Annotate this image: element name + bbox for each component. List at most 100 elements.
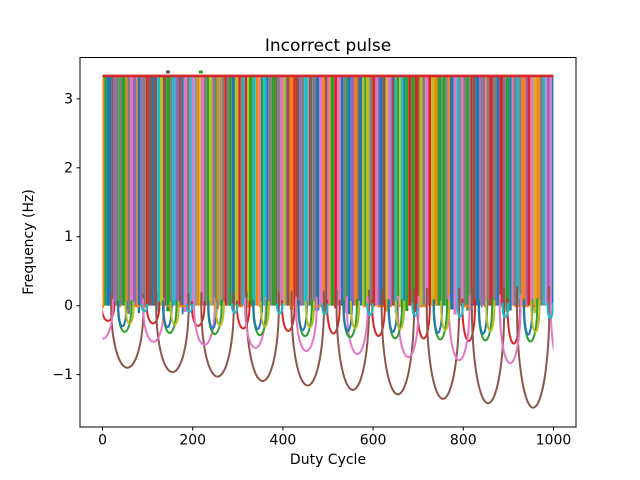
x-tick-label: 600 [360,433,387,449]
pulse-stripe [119,75,122,306]
dip-curve-olive [350,300,361,330]
axes-decorations: 0 200 400 600 800 1000 −1 0 1 2 3 [52,91,571,448]
dip-curve-olive [440,300,451,332]
pulse-stripe [189,75,192,306]
pulse-stripe [482,75,486,306]
pulse-stripe [396,75,400,306]
dip-curve-cyan [140,303,149,313]
pulse-stripe [145,75,148,309]
pulse-stripe [240,75,243,306]
pulse-stripe [118,75,120,306]
pulse-stripe [215,75,217,306]
pulse-stripe [364,75,367,306]
pulse-stripe [358,75,363,306]
pulse-stripe [492,75,497,306]
dip-curve-pink [498,294,522,365]
pulse-stripe [539,75,543,306]
pulse-stripe [441,75,443,306]
pulse-stripe [503,75,506,306]
pulse-stripe [486,75,490,306]
pulse-stripe [536,75,540,306]
pulse-stripe [502,75,504,306]
pulse-stripe [525,75,528,306]
pulse-stripe [226,75,230,306]
pulse-stripe [377,75,380,306]
pulse-stripe [366,75,370,306]
pulse-stripe [325,75,328,314]
pulse-stripe [533,75,537,314]
dip-curve-red [190,301,206,327]
zero-edge-dash [464,305,469,308]
pulse-stripe [456,75,460,306]
pulse-stripe [275,75,278,306]
dip-curve-cyan [366,303,374,317]
pulse-stripe [480,75,483,308]
pulse-stripe [551,75,554,306]
dip-curve-cyan [321,303,329,316]
pulse-stripe [122,75,126,306]
pulse-stripe [181,75,184,315]
pulse-stripe [516,75,520,306]
pulse-stripe [289,75,294,310]
pulse-stripe [530,75,534,306]
chart-title: Incorrect pulse [265,36,391,56]
y-tick-label: 1 [64,229,73,245]
dip-curve-olive [530,299,541,333]
dip-curve-brown [425,288,461,400]
pulse-stripe [277,75,281,306]
dip-curve-cyan [456,302,464,318]
pulse-stripe [399,75,401,306]
pulse-stripe [127,75,131,315]
pulse-stripe [175,75,179,306]
above-rail-marker [198,70,203,74]
pulse-stripe [425,75,429,306]
pulse-stripe [445,75,448,306]
pulse-stripe [322,75,326,306]
pulse-stripe [247,75,250,306]
pulse-stripe [403,75,406,306]
pulse-stripe [459,75,462,306]
pulse-stripe [449,75,454,310]
pulse-stripe [221,75,225,306]
pulse-stripe [419,75,423,306]
dip-curve-cyan [276,303,284,315]
pulse-stripe [354,75,358,306]
pulse-stripe [142,75,146,306]
pulse-stripe [191,75,195,306]
pulse-stripe [268,75,272,306]
pulse-stripe [299,75,302,306]
pulse-stripe [280,75,284,306]
y-tick-label: 0 [64,298,73,314]
pulse-stripe [411,75,415,306]
axes-box [79,57,577,428]
pulse-stripe [369,75,373,306]
pulse-stripe [428,75,432,306]
dip-curve-brown [155,292,190,374]
pulse-stripe [340,75,344,306]
zero-edge-dash [245,305,252,308]
dip-curve-brown [290,290,325,387]
pulse-stripe [178,75,182,306]
dip-curve-cyan [501,302,509,319]
pulse-stripe [132,75,137,306]
zero-edge-dash [237,305,244,308]
pulse-stripe [408,75,412,306]
pulse-stripe [271,75,276,306]
pulse-stripe [242,75,245,306]
dip-curve-red [326,299,341,335]
dip-curve-red [102,301,116,322]
dip-curve-cyan [185,303,194,313]
pulse-stripe [206,75,210,306]
pulse-stripe [329,75,331,306]
pulse-stripe [140,75,143,306]
y-axis-label: Frequency (Hz) [21,189,37,295]
pulse-stripe [125,75,128,310]
dip-curve-olive [485,300,496,332]
pulse-stripe [345,75,348,306]
pulse-stripe [115,75,119,306]
dip-curve-olive [304,300,316,329]
above-rail-marker [165,70,170,74]
x-tick-label: 200 [179,433,206,449]
pulse-stripe [334,75,338,309]
x-tick-label: 400 [270,433,297,449]
